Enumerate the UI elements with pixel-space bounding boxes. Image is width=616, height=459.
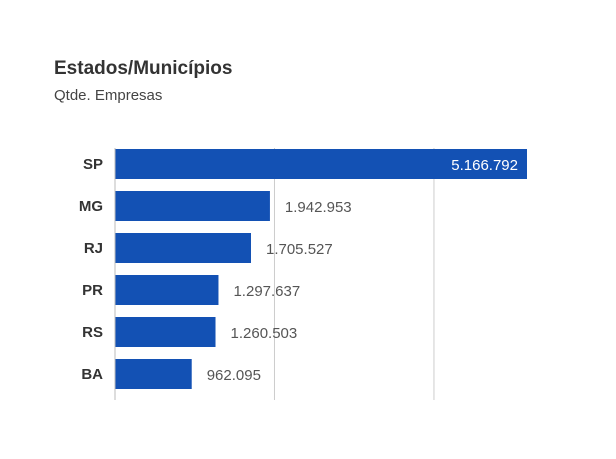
bar-ba xyxy=(115,359,192,389)
category-label-rs: RS xyxy=(82,324,103,341)
bar-rj xyxy=(115,233,251,263)
value-label-ba: 962.095 xyxy=(207,367,261,384)
category-label-pr: PR xyxy=(82,282,103,299)
bar-pr xyxy=(115,275,219,305)
bar-rs xyxy=(115,317,216,347)
chart-subtitle: Qtde. Empresas xyxy=(54,87,163,104)
category-label-rj: RJ xyxy=(84,240,103,257)
bar-sp xyxy=(115,149,527,179)
value-label-rs: 1.260.503 xyxy=(231,325,298,342)
chart-title: Estados/Municípios xyxy=(54,58,233,79)
value-label-mg: 1.942.953 xyxy=(285,199,352,216)
value-label-pr: 1.297.637 xyxy=(233,283,300,300)
category-label-mg: MG xyxy=(79,198,103,215)
category-label-ba: BA xyxy=(81,366,103,383)
category-label-sp: SP xyxy=(83,156,103,173)
value-label-sp: 5.166.792 xyxy=(451,157,518,174)
value-label-rj: 1.705.527 xyxy=(266,241,333,258)
bar-mg xyxy=(115,191,270,221)
